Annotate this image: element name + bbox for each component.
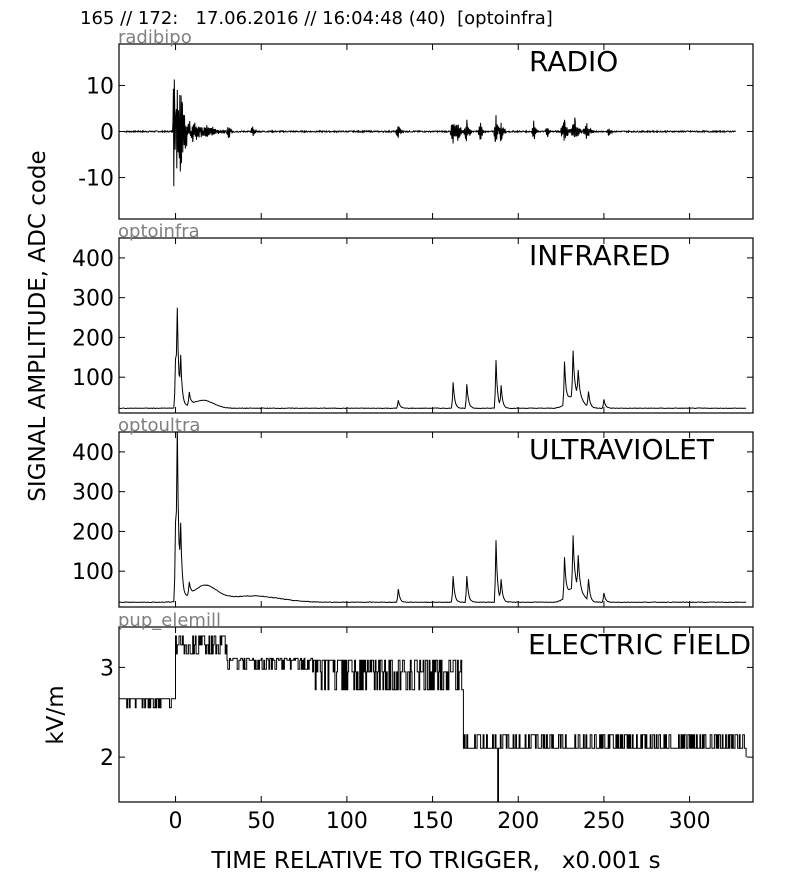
- panel-title: ULTRAVIOLET: [529, 433, 715, 466]
- x-tick-label: 250: [583, 809, 625, 834]
- y-tick-label: 100: [72, 560, 114, 585]
- panel-title: RADIO: [529, 45, 618, 78]
- panel-optoultra: 100 200 300 400 ULTRAVIOLET optoultra: [72, 415, 754, 608]
- series-line-pup_elemill: [119, 635, 747, 802]
- panel-title: INFRARED: [529, 239, 671, 272]
- axes-frame: [118, 431, 754, 608]
- panel-title: ELECTRIC FIELD: [528, 628, 751, 661]
- x-tick-label: 300: [669, 809, 711, 834]
- y-tick-label: 300: [72, 287, 114, 312]
- y-tick-label: 400: [72, 441, 114, 466]
- axes-frame: [118, 237, 754, 414]
- y-tick-label: 100: [72, 366, 114, 391]
- axes-frame: [118, 626, 754, 803]
- x-tick-label: 150: [412, 809, 454, 834]
- panel-radibipo: -10 0 10 RADIO radibipo: [78, 27, 754, 220]
- y-tick-label: 400: [72, 247, 114, 272]
- channel-label: pup_elemill: [118, 610, 221, 631]
- panel-optoinfra: 100 200 300 400 INFRARED optoinfra: [72, 221, 754, 414]
- channel-label: optoultra: [118, 415, 200, 436]
- header-info: 165 // 172: 17.06.2016 // 16:04:48 (40) …: [80, 8, 553, 29]
- x-tick-label: 200: [497, 809, 539, 834]
- y-tick-label: 3: [100, 656, 114, 681]
- y-tick-label: 300: [72, 481, 114, 506]
- y-tick-label: 10: [86, 74, 114, 99]
- y-tick-label: -10: [78, 167, 114, 192]
- y-tick-label: 0: [100, 121, 114, 146]
- channel-label: radibipo: [118, 27, 192, 48]
- panel-pup_elemill: 2 3 0 50 100 150 200 250 300 ELECTRIC FIELD pup_el…: [100, 610, 754, 834]
- x-tick-label: 0: [169, 809, 183, 834]
- x-tick-label: 100: [326, 809, 368, 834]
- y-tick-label: 200: [72, 326, 114, 351]
- series-line-optoinfra: [119, 307, 747, 410]
- x-axis-label: TIME RELATIVE TO TRIGGER, x0.001 s: [211, 848, 661, 874]
- x-tick-label: 50: [247, 809, 275, 834]
- y-tick-label: 2: [100, 746, 114, 771]
- y-tick-label: 200: [72, 520, 114, 545]
- series-line-radibipo: [124, 79, 736, 187]
- channel-label: optoinfra: [118, 221, 200, 242]
